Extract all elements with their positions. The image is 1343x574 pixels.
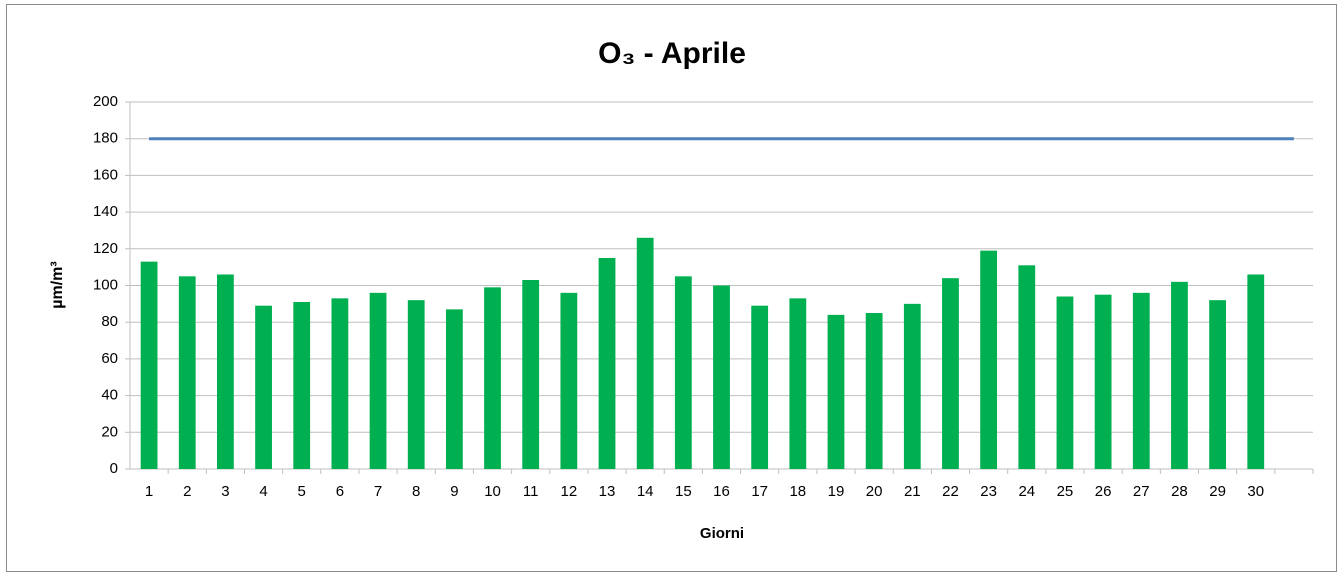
- y-tick-label: 100: [93, 276, 118, 293]
- bar: [636, 237, 654, 469]
- y-tick-label: 60: [101, 350, 118, 367]
- y-tick-label: 180: [93, 130, 118, 147]
- bar: [827, 314, 845, 469]
- x-tick-label: 2: [183, 483, 191, 500]
- x-tick-label: 5: [298, 483, 306, 500]
- bar: [217, 274, 234, 469]
- x-tick-label: 23: [980, 483, 997, 500]
- chart-title: O₃ - Aprile: [598, 37, 746, 70]
- x-tick-label: 1: [145, 483, 153, 500]
- x-tick-label: 3: [221, 483, 229, 500]
- x-tick-label: 8: [412, 483, 420, 500]
- x-tick-label: 26: [1095, 483, 1112, 500]
- y-tick-label: 200: [93, 93, 118, 110]
- bar: [178, 276, 196, 469]
- y-tick-label: 40: [101, 387, 118, 404]
- y-tick-label: 0: [110, 460, 118, 477]
- bar: [674, 276, 692, 469]
- x-tick-label: 17: [751, 483, 768, 500]
- x-tick-label: 10: [484, 483, 501, 500]
- x-tick-label: 11: [523, 483, 539, 500]
- x-tick-label: 9: [450, 483, 458, 500]
- bar: [865, 313, 883, 469]
- bar: [942, 278, 959, 469]
- bar: [903, 303, 921, 469]
- bar: [369, 292, 387, 469]
- x-tick-label: 18: [789, 483, 806, 500]
- bar: [140, 261, 158, 469]
- x-tick-label: 28: [1171, 483, 1188, 500]
- bar: [713, 285, 730, 469]
- x-tick-label: 22: [942, 483, 959, 500]
- x-tick-label: 7: [374, 483, 382, 500]
- x-tick-label: 19: [828, 483, 845, 500]
- bar: [407, 300, 425, 469]
- bar: [445, 309, 463, 469]
- x-tick-label: 14: [637, 483, 654, 500]
- bar: [255, 305, 272, 469]
- y-tick-label: 120: [93, 240, 118, 257]
- x-tick-label: 27: [1133, 483, 1150, 500]
- bar: [1094, 294, 1112, 469]
- y-tick-label: 80: [101, 313, 118, 330]
- x-tick-label: 12: [561, 483, 578, 500]
- bar: [1132, 292, 1150, 469]
- x-tick-label: 21: [904, 483, 921, 500]
- bar: [751, 305, 769, 469]
- x-tick-label: 30: [1247, 483, 1264, 500]
- bar: [1018, 265, 1036, 469]
- x-tick-label: 6: [336, 483, 344, 500]
- bar: [331, 298, 349, 469]
- x-tick-label: 16: [713, 483, 730, 500]
- bar: [522, 279, 540, 469]
- bar: [484, 287, 501, 469]
- bar: [293, 302, 311, 469]
- y-tick-label: 140: [93, 203, 118, 220]
- x-tick-label: 4: [259, 483, 267, 500]
- bar: [560, 292, 578, 469]
- x-tick-label: 15: [675, 483, 692, 500]
- bar: [1171, 281, 1188, 469]
- y-tick-label: 20: [101, 423, 118, 440]
- bar: [1056, 296, 1074, 469]
- x-tick-label: 29: [1209, 483, 1226, 500]
- x-tick-label: 13: [599, 483, 616, 500]
- bar: [598, 257, 616, 469]
- x-axis-label: Giorni: [700, 525, 744, 542]
- x-tick-label: 20: [866, 483, 883, 500]
- bar: [980, 250, 998, 469]
- y-tick-label: 160: [93, 166, 118, 183]
- bar: [789, 298, 807, 469]
- x-tick-label: 25: [1057, 483, 1074, 500]
- x-tick-label: 24: [1018, 483, 1035, 500]
- bar: [1209, 300, 1226, 469]
- bar: [1247, 274, 1265, 469]
- y-axis-label: µm/m³: [49, 261, 66, 308]
